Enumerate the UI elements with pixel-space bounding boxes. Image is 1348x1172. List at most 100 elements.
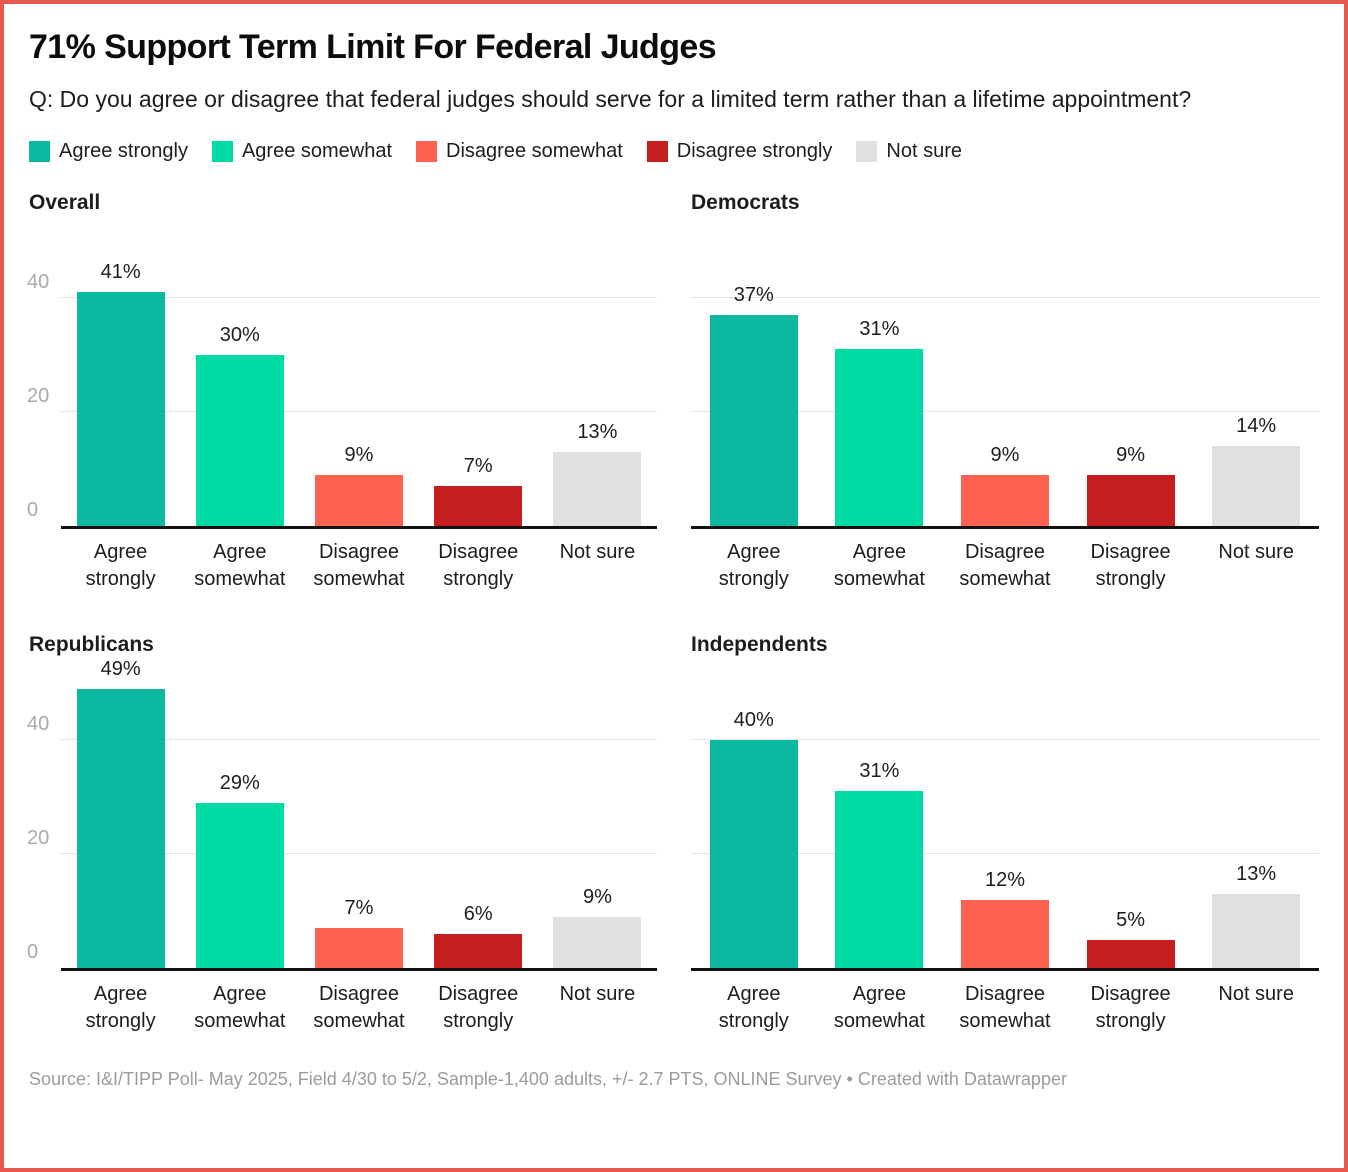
bar-value-label: 9% — [990, 443, 1020, 466]
bar-republicans-0 — [76, 688, 165, 969]
x-tick-label: Not sure — [559, 541, 636, 564]
bar-value-label: 31% — [859, 318, 900, 341]
bar-independents-2 — [960, 899, 1049, 969]
legend-item: Agree strongly — [29, 140, 188, 163]
x-tick-label: Disagree strongly — [438, 541, 519, 591]
panel-republicans: Republicans 0 20 40 49% 29% 7% 6% 9% Agree strong… — [27, 633, 657, 1035]
panel-independents: Independents 40% 31% 12% 5% 13% Agree strongly… — [691, 633, 1319, 1035]
bar-value-label: 41% — [100, 261, 141, 284]
gridline-40 — [61, 739, 657, 741]
legend-swatch — [211, 141, 233, 163]
bar-value-label: 31% — [859, 760, 900, 783]
chart-subtitle: Q: Do you agree or disagree that federal… — [29, 86, 1192, 113]
x-tick-label: Not sure — [1218, 983, 1294, 1006]
bar-value-label: 37% — [733, 284, 774, 307]
bar-value-label: 13% — [577, 421, 618, 443]
plot-area: 0 20 40 49% 29% 7% 6% 9% — [27, 659, 657, 972]
y-tick-label: 40 — [27, 713, 50, 736]
bar-democrats-2 — [960, 474, 1049, 527]
legend-swatch — [856, 141, 878, 163]
x-axis-labels: Agree strongly Agree somewhat Disagree som… — [691, 539, 1319, 593]
legend-label: Disagree strongly — [676, 140, 833, 163]
x-tick-label: Disagree somewhat — [959, 541, 1051, 591]
bar-overall-2 — [315, 474, 403, 527]
bar-republicans-2 — [315, 928, 403, 969]
gridline-40 — [691, 297, 1319, 299]
bar-value-label: 13% — [1236, 863, 1277, 885]
bar-democrats-3 — [1086, 474, 1175, 527]
chart-title: 71% Support Term Limit For Federal Judge… — [29, 28, 717, 66]
x-tick-label: Disagree strongly — [1090, 541, 1171, 591]
bar-value-label: 9% — [1116, 443, 1146, 466]
x-tick-label: Agree somewhat — [194, 541, 286, 591]
bar-slot: 9% — [299, 235, 418, 527]
bar-slot: 9% — [538, 677, 657, 969]
panel-title: Overall — [29, 191, 101, 215]
legend-swatch — [416, 141, 438, 163]
gridline-20 — [61, 853, 657, 855]
y-tick-label: 0 — [27, 499, 39, 522]
panel-title: Independents — [691, 633, 828, 657]
bar-republicans-3 — [434, 933, 523, 969]
plot-area: 40% 31% 12% 5% 13% — [691, 677, 1319, 972]
legend-label: Not sure — [886, 140, 963, 163]
legend-item: Not sure — [856, 140, 962, 163]
x-tick-label: Not sure — [559, 983, 636, 1006]
bar-slot: 40% — [691, 677, 817, 969]
x-axis-labels: Agree strongly Agree somewhat Disagree som… — [61, 539, 657, 593]
y-tick-label: 20 — [27, 385, 50, 408]
bar-democrats-1 — [835, 349, 924, 527]
bar-republicans-4 — [553, 916, 642, 969]
source-attribution: Source: I&I/TIPP Poll- May 2025, Field 4… — [29, 1069, 1067, 1090]
bar-slots: 41% 30% 9% 7% 13% — [61, 235, 657, 527]
gridline-20 — [691, 853, 1319, 855]
bar-slot: 14% — [1193, 235, 1319, 527]
x-tick-label: Disagree strongly — [1090, 983, 1171, 1033]
bar-independents-1 — [835, 791, 924, 969]
bar-slots: 40% 31% 12% 5% 13% — [691, 677, 1319, 969]
bar-overall-0 — [76, 292, 165, 527]
bar-slots: 37% 31% 9% 9% 14% — [691, 235, 1319, 527]
bar-overall-1 — [195, 355, 284, 527]
bar-value-label: 9% — [344, 443, 374, 466]
bar-slot: 49% — [61, 659, 180, 969]
bar-value-label: 14% — [1236, 415, 1277, 438]
legend-swatch — [646, 141, 668, 163]
bar-slots: 49% 29% 7% 6% 9% — [61, 659, 657, 969]
x-tick-label: Disagree somewhat — [959, 983, 1051, 1033]
legend-label: Agree somewhat — [241, 140, 393, 163]
plot-area: 0 20 40 41% 30% 9% 7% 13% — [27, 235, 657, 530]
x-axis-labels: Agree strongly Agree somewhat Disagree som… — [61, 981, 657, 1035]
bar-slot: 37% — [691, 235, 817, 527]
legend-swatch — [29, 141, 50, 163]
x-tick-label: Agree strongly — [85, 983, 156, 1033]
x-tick-label: Agree somewhat — [194, 983, 286, 1033]
gridline-20 — [691, 411, 1319, 413]
legend: Agree strongly Agree somewhat Disagree som… — [29, 140, 1319, 163]
bar-slot: 13% — [1193, 677, 1319, 969]
x-tick-label: Agree strongly — [718, 983, 789, 1033]
x-tick-label: Agree strongly — [718, 541, 789, 591]
bar-overall-3 — [434, 486, 523, 527]
bar-democrats-4 — [1212, 446, 1301, 527]
bar-slot: 6% — [419, 677, 538, 969]
bar-value-label: 5% — [1116, 908, 1146, 931]
panel-democrats: Democrats 37% 31% 9% 9% 14% Agree strongly Agre… — [691, 191, 1319, 593]
bar-slot: 7% — [419, 235, 538, 527]
y-tick-label: 0 — [27, 941, 39, 964]
bar-overall-4 — [553, 452, 642, 527]
bar-value-label: 9% — [582, 885, 612, 908]
bar-independents-4 — [1212, 894, 1301, 969]
bar-slot: 13% — [538, 235, 657, 527]
x-tick-label: Not sure — [1218, 541, 1294, 564]
bar-value-label: 6% — [463, 902, 493, 925]
panel-overall: Overall 0 20 40 41% 30% 9% 7% 13% Agree strongly A… — [27, 191, 657, 593]
bar-value-label: 30% — [219, 324, 260, 347]
x-tick-label: Disagree somewhat — [313, 983, 405, 1033]
x-tick-label: Agree somewhat — [833, 541, 925, 591]
x-axis-labels: Agree strongly Agree somewhat Disagree som… — [691, 981, 1319, 1035]
x-tick-label: Disagree strongly — [438, 983, 519, 1033]
bar-value-label: 12% — [984, 868, 1025, 891]
bar-slot: 29% — [180, 677, 299, 969]
